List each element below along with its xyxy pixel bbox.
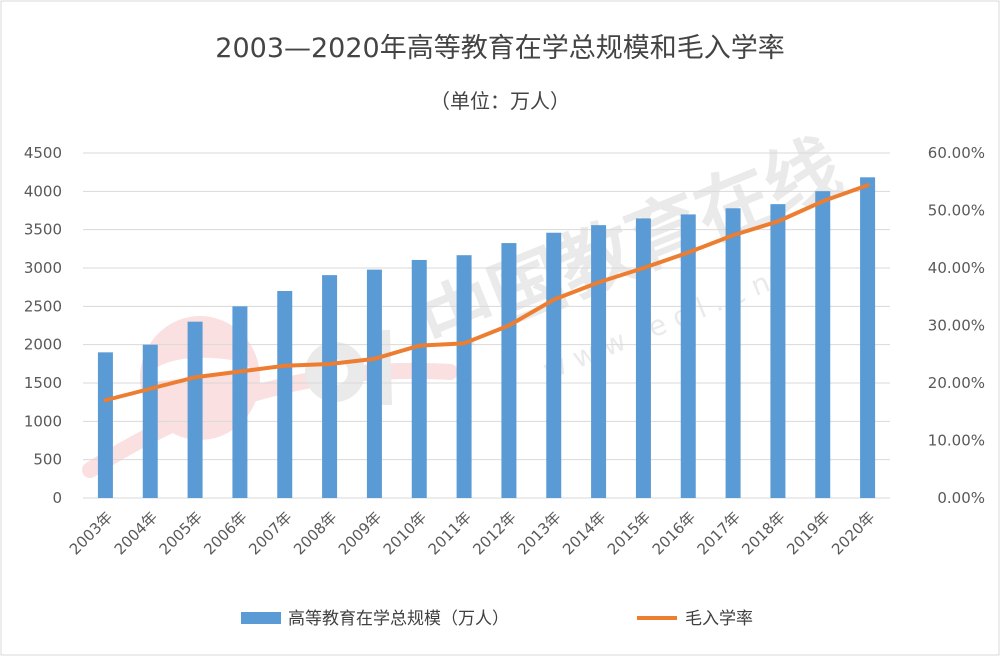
- chart-subtitle: （单位：万人）: [430, 89, 570, 113]
- bar: [860, 177, 876, 498]
- line-series: [103, 183, 870, 403]
- y-right-axis: 0.00% 10.00% 20.00% 30.00% 40.00% 50.00% 60.00…: [928, 144, 985, 507]
- y-left-tick-label: 3500: [24, 221, 62, 239]
- bar: [546, 232, 562, 498]
- bar: [770, 204, 786, 499]
- y-right-tick-label: 60.00%: [928, 144, 985, 162]
- bar: [322, 275, 338, 498]
- bar: [411, 259, 427, 498]
- legend-label-line: 毛入学率: [685, 609, 753, 629]
- gridlines: [83, 152, 890, 499]
- y-right-tick-label: 0.00%: [937, 489, 985, 507]
- y-left-tick-label: 3000: [24, 259, 62, 277]
- bar: [501, 243, 517, 498]
- bar: [187, 321, 203, 498]
- y-left-tick-label: 1500: [24, 374, 62, 392]
- bar: [232, 306, 248, 498]
- bar-series: [97, 177, 876, 499]
- bar: [680, 214, 696, 498]
- bar: [815, 191, 831, 498]
- y-left-axis: 0 500 1000 1500 2000 2500 3000 3500 4000 4500: [24, 144, 62, 507]
- bar: [591, 225, 607, 499]
- y-right-tick-label: 50.00%: [928, 202, 985, 220]
- legend: 高等教育在学总规模（万人） 毛入学率: [241, 609, 753, 629]
- y-left-tick-label: 1000: [24, 412, 62, 430]
- y-left-tick-label: 4000: [24, 182, 62, 200]
- bar: [456, 255, 472, 498]
- y-right-tick-label: 20.00%: [928, 374, 985, 392]
- bar: [725, 208, 741, 498]
- y-left-tick-label: 2000: [24, 336, 62, 354]
- bar: [142, 344, 158, 498]
- legend-label-bar: 高等教育在学总规模（万人）: [288, 609, 509, 629]
- y-left-tick-label: 4500: [24, 144, 62, 162]
- y-left-tick-label: 0: [52, 489, 62, 507]
- y-left-tick-label: 2500: [24, 297, 62, 315]
- bar: [97, 352, 113, 498]
- bar: [366, 269, 382, 498]
- y-left-tick-label: 500: [33, 451, 62, 469]
- bar: [277, 291, 293, 498]
- y-right-tick-label: 10.00%: [928, 432, 985, 450]
- chart-title: 2003—2020年高等教育在学总规模和毛入学率: [215, 33, 784, 64]
- line-path: [103, 183, 870, 403]
- bar: [635, 218, 651, 498]
- y-right-tick-label: 40.00%: [928, 259, 985, 277]
- legend-swatch-bar: [241, 612, 281, 624]
- y-right-tick-label: 30.00%: [928, 317, 985, 335]
